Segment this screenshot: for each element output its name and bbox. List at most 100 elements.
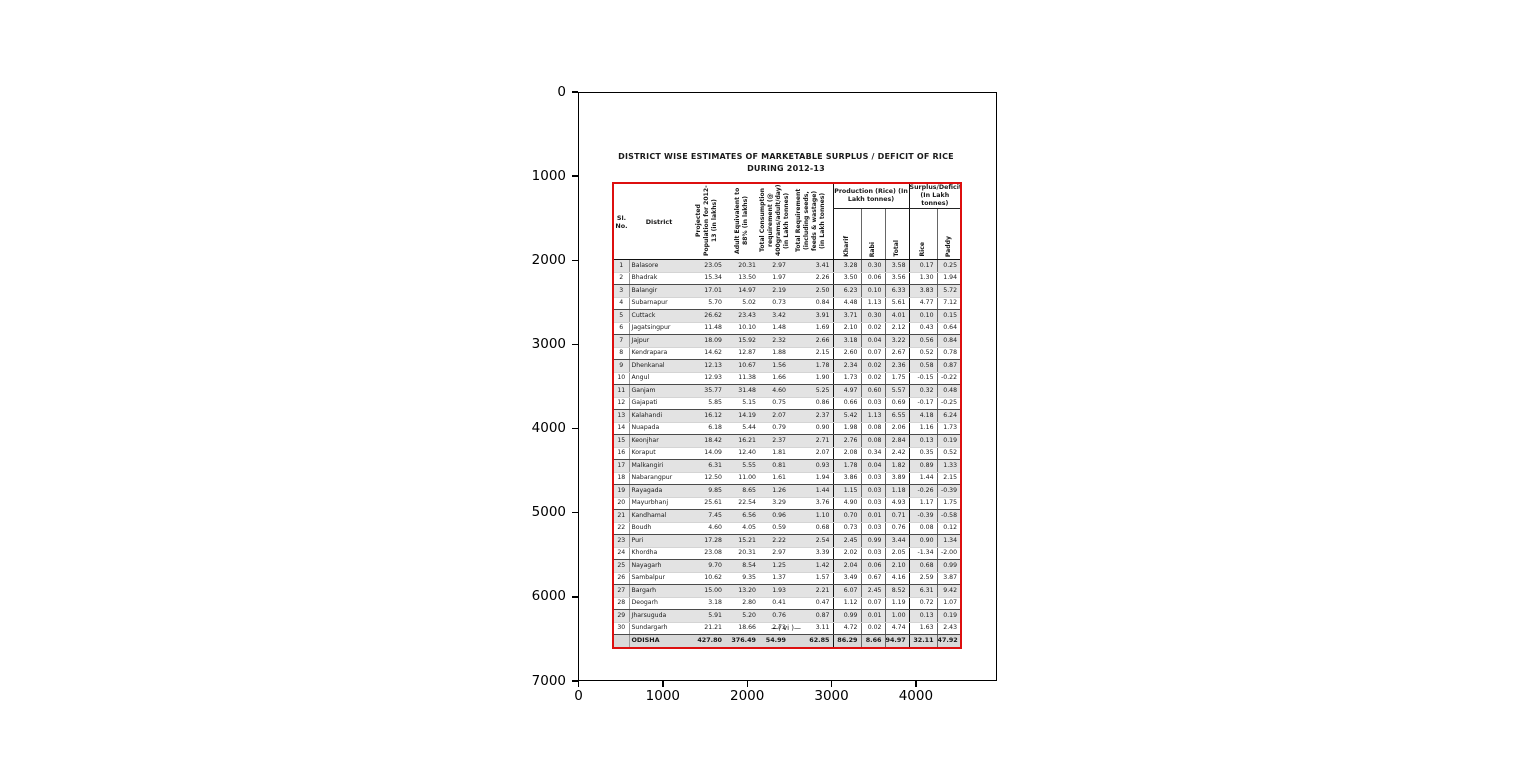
table-cell: 5.25 [789, 384, 833, 398]
table-cell: 0.08 [860, 434, 885, 448]
table-cell: 2.97 [759, 547, 789, 560]
table-cell: 11.00 [725, 472, 759, 485]
table-cell: 4.90 [832, 497, 861, 510]
table-cell: Nuapada [628, 422, 689, 435]
table-cell: 0.87 [936, 359, 962, 373]
header-requirement-label: Total Requirement (including seeds, feed… [794, 188, 826, 253]
table-cell: 35.77 [689, 384, 725, 398]
table-cell: 0.75 [759, 397, 789, 410]
surplus-deficit-table: Sl. No. District Projected Population fo… [612, 182, 963, 649]
table-cell: 0.04 [860, 459, 885, 473]
table-cell: 1.57 [789, 572, 833, 585]
table-cell: 2.06 [884, 422, 910, 435]
table-cell: 18.09 [689, 334, 725, 348]
table-cell: 2.07 [789, 447, 833, 460]
table-cell: 1.75 [884, 372, 910, 385]
table-cell: 0.02 [860, 372, 885, 385]
x-axis-tick [577, 681, 580, 687]
table-cell: 3.87 [936, 572, 962, 585]
table-cell: 8.66 [860, 634, 885, 648]
table-cell: 0.86 [789, 397, 833, 410]
table-cell: 3.50 [832, 272, 861, 285]
table-cell: 14.97 [725, 284, 759, 298]
y-axis-tick-label: 7000 [531, 672, 566, 689]
table-cell: 0.48 [936, 384, 962, 398]
table-cell: 2.80 [725, 597, 759, 610]
table-cell: 0.76 [884, 522, 910, 535]
table-cell: 0.60 [860, 384, 885, 398]
table-row: 10 Angul 12.93 11.38 1.66 1.90 1.73 0.02 1.75 -0.… [613, 372, 962, 385]
table-cell: 0.15 [936, 309, 962, 323]
table-cell: 3.42 [759, 309, 789, 323]
table-cell: 14.62 [689, 347, 725, 360]
table-cell: 2 [613, 272, 629, 285]
table-row: 18 Nabarangpur 12.50 11.00 1.61 1.94 3.86 0.03 3… [613, 472, 962, 485]
table-cell: Kandhamal [628, 509, 689, 523]
table-cell: 1.34 [936, 534, 962, 548]
table-cell: 20 [613, 497, 629, 510]
table-cell: 16 [613, 447, 629, 460]
header-total-label: Total [893, 240, 901, 257]
table-row: 20 Mayurbhanj 25.61 22.54 3.29 3.76 4.90 0.03 4.… [613, 497, 962, 510]
table-cell: 6.18 [689, 422, 725, 435]
table-cell: Balasore [628, 259, 689, 273]
table-cell: Kendrapara [628, 347, 689, 360]
table-cell: 9.85 [689, 484, 725, 498]
table-cell: 2.15 [936, 472, 962, 485]
table-cell: 0.78 [936, 347, 962, 360]
table-cell: 0.76 [759, 609, 789, 623]
table-cell: 0.66 [832, 397, 861, 410]
table-cell: 1.00 [884, 609, 910, 623]
header-population: Projected Population for 2012-13 (in lak… [689, 183, 725, 260]
table-cell: 6.56 [725, 509, 759, 523]
table-cell: 2.42 [884, 447, 910, 460]
table-row: 14 Nuapada 6.18 5.44 0.79 0.90 1.98 0.08 2.06 1.1… [613, 422, 962, 435]
table-cell: Jharsuguda [628, 609, 689, 623]
table-cell: 2.34 [832, 359, 861, 373]
x-axis-tick [830, 681, 833, 687]
x-axis-tick-label: 3000 [814, 688, 849, 704]
table-cell: 20.31 [725, 547, 759, 560]
table-cell: 14.09 [689, 447, 725, 460]
table-cell: 0.13 [908, 434, 938, 448]
table-cell: 18.42 [689, 434, 725, 448]
table-cell: 1.33 [936, 459, 962, 473]
table-cell: 5 [613, 309, 629, 323]
table-cell: 2.60 [832, 347, 861, 360]
table-cell: 1.25 [759, 559, 789, 573]
table-cell: 94.97 [884, 634, 910, 648]
header-district: District [629, 183, 689, 260]
table-cell: 6.24 [936, 409, 962, 423]
table-cell: 1.81 [759, 447, 789, 460]
table-cell: 0.99 [860, 534, 885, 548]
table-cell: -1.34 [908, 547, 938, 560]
table-cell: 0.32 [908, 384, 938, 398]
table-cell: 1.88 [759, 347, 789, 360]
table-cell: 1.37 [759, 572, 789, 585]
header-rice: Rice [908, 208, 938, 260]
table-cell: Sambalpur [628, 572, 689, 585]
table-cell: 25.61 [689, 497, 725, 510]
table-cell: 1.16 [908, 422, 938, 435]
table-cell: 1.42 [789, 559, 833, 573]
table-row: 7 Jajpur 18.09 15.92 2.32 2.66 3.18 0.04 3.22 0.5… [613, 334, 962, 348]
table-cell: 0.34 [860, 447, 885, 460]
table-cell: 4.93 [884, 497, 910, 510]
table-cell: 7.45 [689, 509, 725, 523]
table-cell: Ganjam [628, 384, 689, 398]
table-cell: 3.39 [789, 547, 833, 560]
table-cell: 1.30 [908, 272, 938, 285]
table-cell: 1.73 [936, 422, 962, 435]
table-cell: Malkangiri [628, 459, 689, 473]
table-cell: 6.33 [884, 284, 910, 298]
table-cell: 17.28 [689, 534, 725, 548]
table-cell: 0.64 [936, 322, 962, 335]
table-cell: 10.10 [725, 322, 759, 335]
table-cell: -0.17 [908, 397, 938, 410]
table-cell: 7.12 [936, 297, 962, 310]
table-cell: 0.68 [908, 559, 938, 573]
table-cell: 16.21 [725, 434, 759, 448]
table-cell: 2.32 [759, 334, 789, 348]
x-axis-tick-label: 2000 [730, 688, 765, 704]
table-cell: 4.60 [689, 522, 725, 535]
